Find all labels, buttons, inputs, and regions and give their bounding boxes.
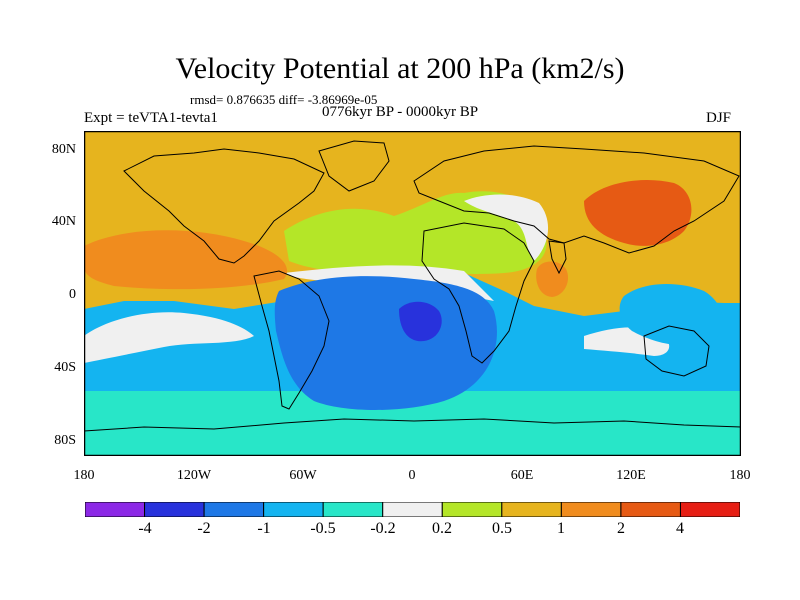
lon-tick-label: 0 — [408, 468, 416, 483]
colorbar-tick-label: 1 — [557, 520, 565, 537]
chart-title: Velocity Potential at 200 hPa (km2/s) — [175, 52, 625, 85]
field-region-negative-dark — [399, 301, 442, 342]
field-region-polar-teal — [84, 391, 741, 456]
period-label: 0776kyr BP - 0000kyr BP — [322, 104, 479, 120]
colorbar — [85, 502, 740, 517]
field-region-near-zero-white — [84, 312, 254, 363]
lat-tick-label: 40N — [51, 214, 76, 229]
coastline-australia — [643, 325, 710, 377]
coastline-india — [548, 240, 567, 275]
coastline-south-america — [253, 270, 330, 410]
field-region-positive-pacific-max — [84, 230, 288, 290]
coastline-antarctica — [84, 418, 741, 432]
colorbar-box — [382, 502, 443, 517]
colorbar-box — [322, 502, 384, 517]
colorbar-box — [620, 502, 681, 517]
coastline-north-america — [123, 148, 325, 264]
coastlines — [84, 140, 741, 432]
lon-tick-label: 120W — [176, 468, 212, 483]
lon-tick-label: 120E — [616, 468, 646, 483]
colorbar-tick-label: 4 — [676, 520, 684, 537]
season-label: DJF — [706, 110, 732, 126]
lon-tick-label: 60W — [289, 468, 317, 483]
field-region-near-zero-white — [464, 194, 549, 261]
field-region-positive-asia-max — [584, 180, 692, 246]
lon-tick-label: 180 — [73, 468, 95, 483]
colorbar-box — [85, 502, 146, 517]
experiment-label: Expt = teVTA1-tevta1 — [84, 110, 218, 126]
colorbar-box — [144, 502, 205, 517]
colorbar-tick-label: -0.2 — [370, 520, 396, 537]
lat-tick-label: 80S — [54, 433, 76, 448]
colorbar-tick-label: -4 — [138, 520, 152, 537]
coastline-africa — [421, 222, 535, 364]
lat-tick-label: 0 — [69, 287, 76, 302]
coastline-eurasia — [413, 145, 740, 254]
colorbar-tick-label: -0.5 — [310, 520, 336, 537]
coastline-greenland — [318, 140, 390, 192]
colorbar-tick-label: 0.2 — [432, 520, 452, 537]
colorbar-box — [560, 502, 622, 517]
colorbar-tick-label: -1 — [257, 520, 271, 537]
lon-tick-label: 60E — [510, 468, 534, 483]
colorbar-box — [501, 502, 562, 517]
colorbar-tick-label: -2 — [197, 520, 211, 537]
lat-tick-label: 80N — [51, 142, 76, 157]
lon-tick-label: 180 — [729, 468, 751, 483]
colorbar-box — [679, 502, 740, 517]
field-region-indonesia-cyan — [619, 284, 723, 346]
lat-tick-label: 40S — [54, 360, 76, 375]
colorbar-box — [263, 502, 324, 517]
colorbar-box — [441, 502, 503, 517]
colorbar-tick-label: 2 — [617, 520, 625, 537]
field-region-negative-blue — [274, 276, 497, 410]
colorbar-box — [203, 502, 265, 517]
colorbar-tick-label: 0.5 — [492, 520, 512, 537]
map-frame — [84, 131, 741, 456]
map-panel — [84, 131, 741, 456]
stats-label: rmsd= 0.876635 diff= -3.86969e-05 — [190, 92, 378, 107]
